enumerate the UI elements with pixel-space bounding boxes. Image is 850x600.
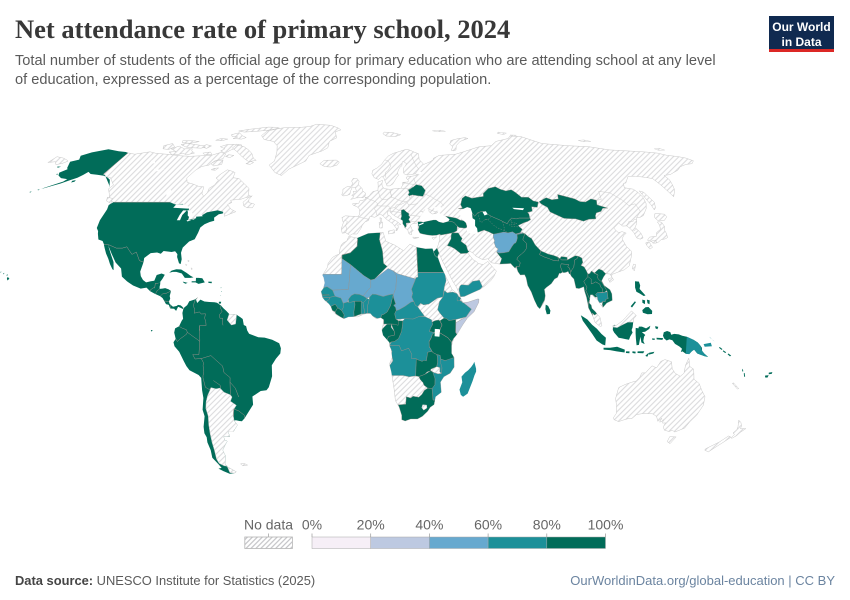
svg-text:100%: 100% [588,517,624,533]
svg-text:No data: No data [244,517,293,533]
svg-text:80%: 80% [533,517,561,533]
svg-text:0%: 0% [302,517,322,533]
svg-text:60%: 60% [474,517,502,533]
svg-text:40%: 40% [415,517,443,533]
svg-text:20%: 20% [357,517,385,533]
